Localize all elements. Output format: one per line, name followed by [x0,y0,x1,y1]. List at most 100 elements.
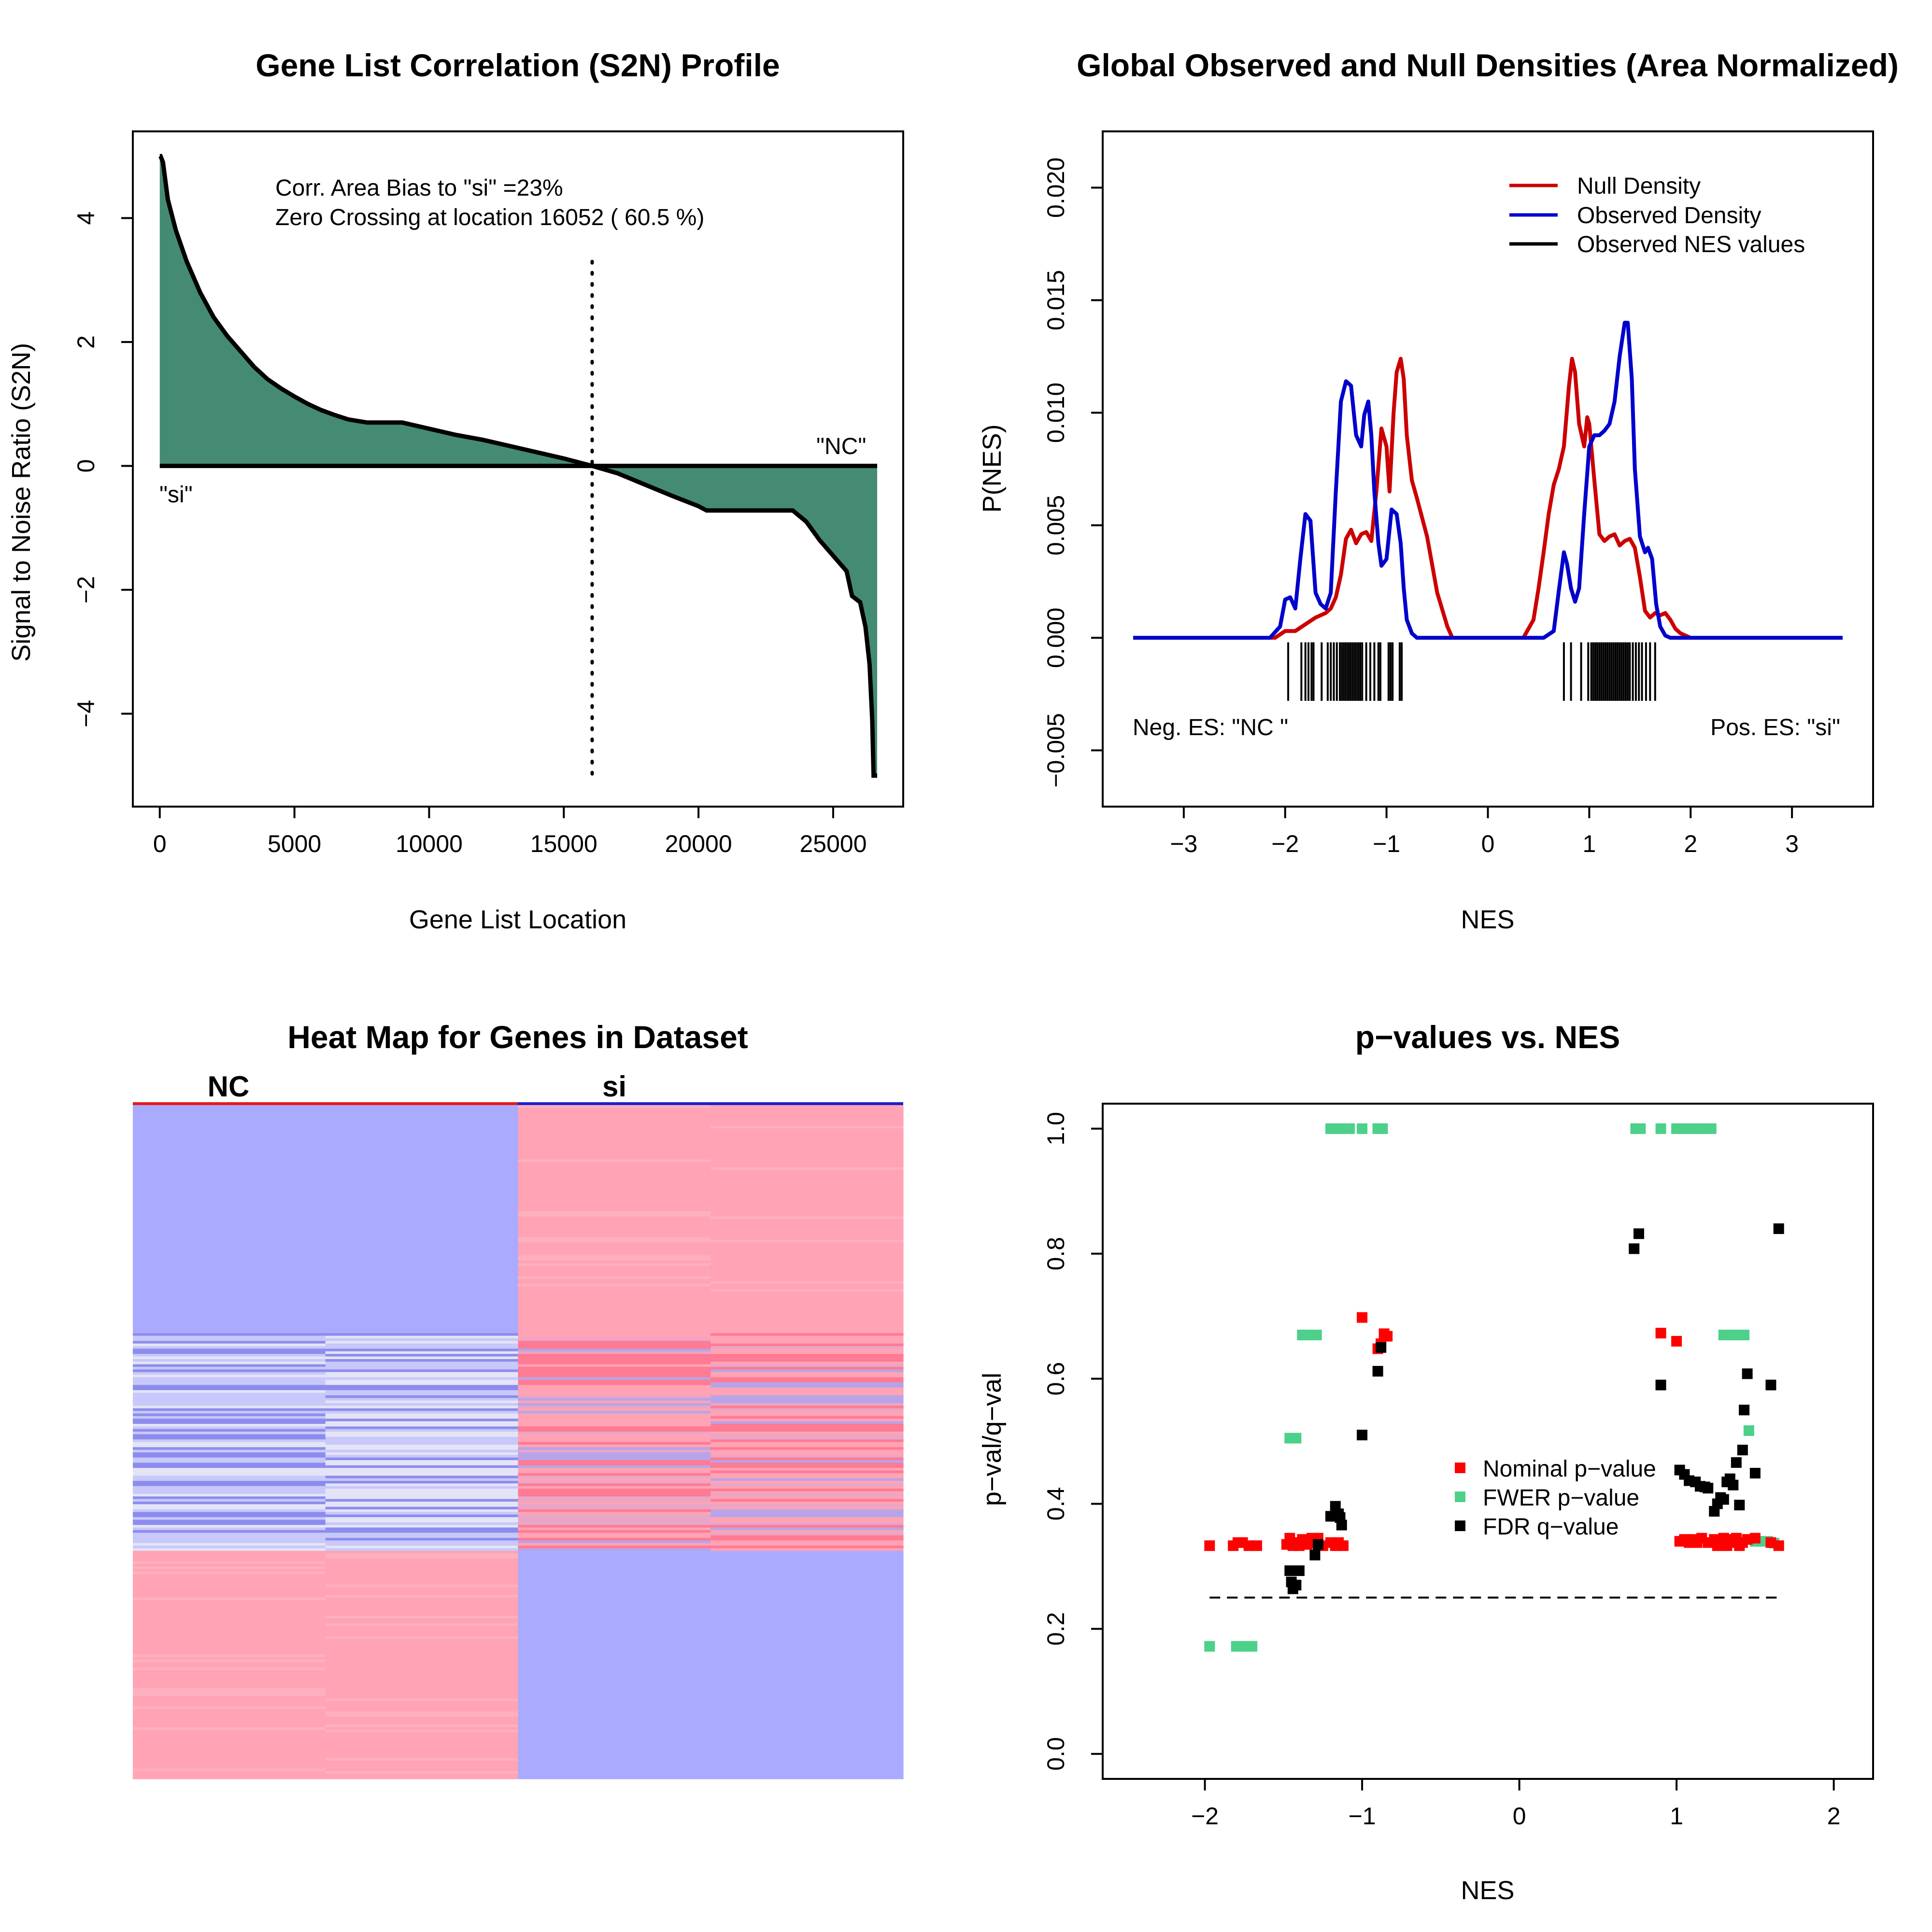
heatmap-cell [133,1289,326,1292]
heatmap-cell [133,1372,326,1375]
heatmap-cell [518,1227,711,1230]
heatmap-cell [518,1201,711,1204]
heatmap-cell [710,1165,904,1168]
heatmap-cell [518,1289,711,1292]
heatmap-cell [325,1721,519,1725]
fdr-q-point [1629,1243,1640,1254]
heatmap-cell [710,1654,904,1658]
heatmap-cell [325,1690,519,1694]
heatmap-cell [518,1178,711,1181]
heatmap-cell [325,1452,519,1455]
heatmap-cell [710,1504,904,1507]
heatmap-cell [518,1763,711,1766]
heatmap-cell [710,1398,904,1401]
heatmap-cell [518,1758,711,1762]
heatmap-cell [133,1595,326,1598]
heatmap-cell [710,1693,904,1696]
y-tick-label: 0.015 [1042,270,1069,330]
fdr-q-point [1312,1539,1323,1550]
heatmap-cell [518,1652,711,1655]
heatmap-cell [325,1758,519,1762]
heatmap-cell [133,1436,326,1440]
y-tick-label: −2 [72,576,99,604]
heatmap-cell [710,1123,904,1126]
heatmap-cell [325,1449,519,1453]
heatmap-cell [710,1411,904,1414]
heatmap-cell [133,1413,326,1417]
heatmap-cell [710,1110,904,1113]
heatmap-cell [133,1333,326,1336]
heatmap-cell [325,1673,519,1676]
heatmap-cell [325,1644,519,1647]
heatmap-cell [133,1649,326,1652]
heatmap-cell [133,1167,326,1170]
heatmap-cell [325,1620,519,1624]
heatmap-cell [710,1493,904,1497]
heatmap-cell [325,1299,519,1303]
heatmap-cell [133,1683,326,1686]
heatmap-cell [518,1436,711,1440]
nominal-p-point [1204,1540,1215,1551]
heatmap-cell [518,1219,711,1222]
heatmap-cell [325,1222,519,1225]
heatmap-cell [518,1662,711,1665]
heatmap-cell [710,1162,904,1165]
heatmap-cell [133,1641,326,1645]
heatmap-cell [133,1284,326,1287]
heatmap-cell [710,1717,904,1720]
heatmap-cell [133,1382,326,1386]
heatmap-cell [133,1527,326,1531]
heatmap-cell [518,1229,711,1233]
heatmap-cell [518,1141,711,1145]
nominal-p-point [1251,1540,1262,1551]
heatmap-cell [325,1566,519,1570]
heatmap-cell [518,1162,711,1165]
heatmap-cell [133,1483,326,1487]
heatmap-cell [325,1590,519,1593]
heatmap-cell [325,1255,519,1259]
heatmap-cell [133,1227,326,1230]
heatmap-cell [710,1683,904,1686]
x-tick-label: −3 [1170,830,1197,857]
x-tick-label: 1 [1670,1803,1683,1830]
legend-fwer-p-value: FWER p−value [1483,1485,1639,1511]
heatmap-cell [325,1115,519,1119]
heatmap-cell [710,1753,904,1756]
heatmap-cell [518,1571,711,1575]
heatmap-cell [710,1628,904,1632]
heatmap-cell [710,1652,904,1655]
heatmap-cell [133,1125,326,1129]
legend-observed-density: Observed Density [1577,203,1762,228]
heatmap-cell [325,1138,519,1142]
heatmap-cell [133,1491,326,1494]
heatmap-cell [133,1548,326,1551]
heatmap-cell [518,1434,711,1437]
heatmap-cell [710,1709,904,1712]
heatmap-cell [133,1307,326,1310]
heatmap-cell [518,1525,711,1528]
heatmap-cell [133,1644,326,1647]
heatmap-cell [710,1468,904,1471]
heatmap-cell [518,1325,711,1329]
s2n-x-ticks: 0 5000 10000 15000 20000 25000 [153,807,867,857]
heatmap-cell [133,1680,326,1684]
heatmap-cell [133,1504,326,1507]
heatmap-cell [133,1623,326,1627]
heatmap-cell [133,1558,326,1562]
heatmap-cell [325,1465,519,1468]
heatmap-cell [133,1146,326,1150]
heatmap-cell [710,1235,904,1238]
heatmap-cell [710,1354,904,1357]
heatmap-cell [518,1506,711,1510]
heatmap-cell [710,1577,904,1580]
heatmap-cell [710,1191,904,1194]
heatmap-cell [710,1377,904,1380]
heatmap-cell [325,1369,519,1373]
heatmap-cell [133,1426,326,1430]
heatmap-cell [518,1527,711,1531]
heatmap-cell [710,1216,904,1220]
heatmap-cell [133,1535,326,1538]
heatmap-cell [325,1359,519,1362]
heatmap-cell [133,1281,326,1284]
heatmap-cell [133,1279,326,1282]
